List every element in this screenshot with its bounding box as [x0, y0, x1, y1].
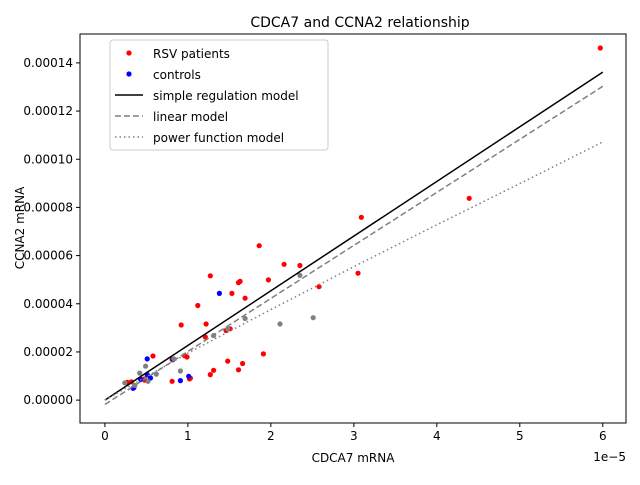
y-tick-label: 0.00010: [23, 152, 73, 166]
y-tick-label: 0.00008: [23, 200, 73, 214]
data-point-series-0: [184, 354, 190, 360]
legend: RSV patients controls simple regulation mo…: [109, 39, 329, 151]
data-point-series-0: [229, 290, 235, 296]
data-point-series-0: [211, 367, 217, 373]
x-tick-label: 3: [350, 429, 358, 443]
data-point-series-0: [203, 321, 209, 327]
data-point-series-1: [216, 290, 222, 296]
data-point-series-0: [207, 273, 213, 279]
data-point-series-1: [177, 378, 183, 384]
data-point-series-0: [358, 214, 364, 220]
data-point-series-2: [177, 368, 183, 374]
data-point-series-2: [310, 315, 316, 321]
data-point-series-0: [225, 358, 231, 364]
data-point-series-0: [281, 261, 287, 267]
model-line-0: [104, 71, 604, 401]
model-line-2: [104, 141, 604, 401]
x-axis-offset-label: 1e−5: [593, 450, 626, 464]
data-point-series-2: [277, 321, 283, 327]
x-tick-label: 2: [267, 429, 275, 443]
data-point-series-2: [242, 315, 248, 322]
x-axis: 0 1 2 3 4 5 6: [101, 423, 607, 443]
y-tick-label: 0.00004: [23, 297, 73, 311]
y-axis-label: CCNA2 mRNA: [13, 186, 27, 269]
data-point-series-0: [150, 353, 156, 359]
y-tick-label: 0.00002: [23, 345, 73, 359]
data-point-series-0: [195, 302, 201, 309]
legend-box: [109, 39, 329, 151]
chart-title: CDCA7 and CCNA2 relationship: [250, 15, 469, 31]
legend-marker: [126, 50, 132, 56]
data-point-series-0: [207, 372, 213, 378]
x-axis-label: CDCA7 mRNA: [312, 451, 396, 465]
legend-marker: [126, 71, 132, 77]
plot-frame: [79, 33, 627, 424]
data-point-series-0: [256, 243, 262, 249]
y-tick-label: 0.00014: [23, 56, 73, 70]
y-tick-label: 0.00012: [23, 104, 73, 118]
legend-label: simple regulation model: [153, 89, 299, 103]
x-tick-label: 5: [516, 429, 524, 443]
x-tick-label: 6: [599, 429, 607, 443]
legend-label: power function model: [153, 131, 284, 145]
legend-label: linear model: [153, 110, 228, 124]
data-point-series-2: [145, 378, 151, 384]
x-tick-label: 0: [101, 429, 109, 443]
data-point-series-1: [144, 356, 150, 362]
data-point-series-0: [466, 195, 472, 201]
data-point-series-2: [137, 370, 143, 376]
data-point-series-2: [143, 363, 149, 369]
legend-label: RSV patients: [153, 47, 230, 61]
data-point-series-0: [355, 270, 361, 276]
data-point-series-0: [242, 295, 248, 301]
data-point-series-0: [240, 360, 246, 367]
data-point-series-0: [265, 277, 271, 283]
data-point-series-2: [122, 380, 128, 386]
data-point-series-0: [235, 367, 242, 373]
data-point-series-0: [316, 284, 322, 290]
data-point-series-0: [169, 378, 175, 384]
x-tick-label: 1: [184, 429, 192, 443]
x-tick-label: 4: [433, 429, 441, 443]
plot-area: [104, 45, 604, 406]
data-point-series-2: [297, 272, 303, 278]
data-point-series-0: [178, 322, 184, 328]
y-tick-label: 0.00000: [23, 393, 73, 407]
data-point-series-1: [186, 373, 192, 379]
legend-label: controls: [153, 68, 201, 82]
data-point-series-0: [260, 351, 266, 357]
data-point-series-0: [235, 280, 242, 286]
y-tick-label: 0.00006: [23, 249, 73, 263]
data-point-series-0: [597, 45, 603, 51]
y-axis: 0.00000 0.00002 0.00004 0.00006 0.00008 0.000…: [23, 56, 80, 407]
data-point-series-0: [297, 262, 303, 269]
data-point-series-2: [225, 326, 231, 332]
